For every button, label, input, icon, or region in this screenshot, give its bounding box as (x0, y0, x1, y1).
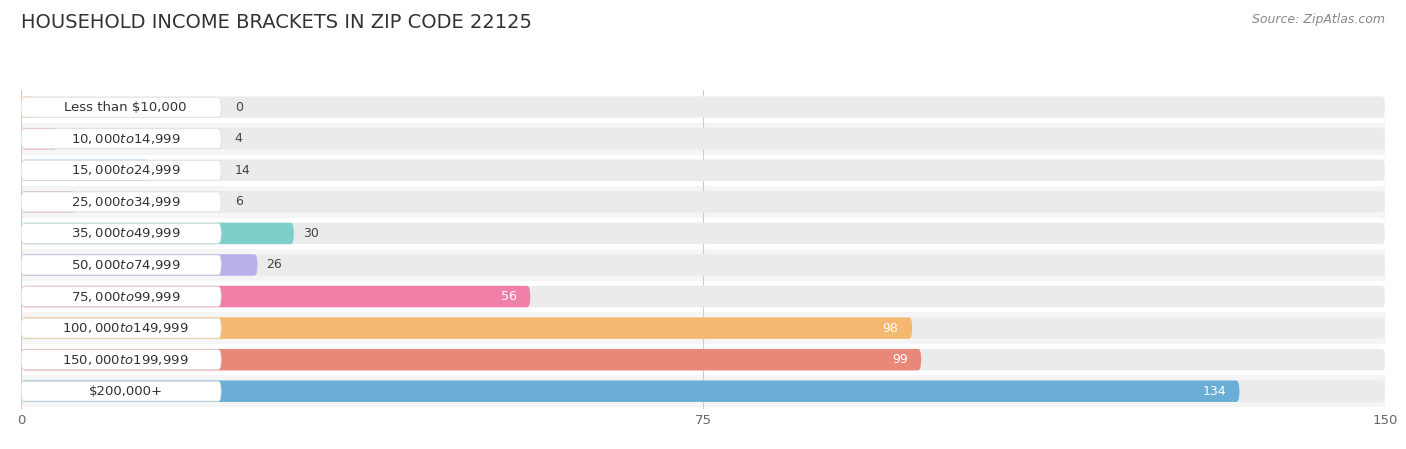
Text: 0: 0 (235, 101, 243, 114)
Text: $25,000 to $34,999: $25,000 to $34,999 (70, 195, 180, 209)
FancyBboxPatch shape (21, 286, 1385, 307)
FancyBboxPatch shape (21, 191, 76, 212)
FancyBboxPatch shape (21, 254, 257, 276)
FancyBboxPatch shape (21, 97, 221, 117)
FancyBboxPatch shape (21, 154, 1385, 186)
FancyBboxPatch shape (21, 375, 1385, 407)
FancyBboxPatch shape (21, 254, 1385, 276)
FancyBboxPatch shape (21, 349, 921, 370)
Text: $50,000 to $74,999: $50,000 to $74,999 (70, 258, 180, 272)
FancyBboxPatch shape (21, 381, 221, 401)
Text: $150,000 to $199,999: $150,000 to $199,999 (62, 352, 188, 367)
Text: 4: 4 (235, 132, 243, 145)
Text: 98: 98 (883, 321, 898, 335)
FancyBboxPatch shape (21, 159, 149, 181)
FancyBboxPatch shape (21, 97, 35, 118)
Text: $100,000 to $149,999: $100,000 to $149,999 (62, 321, 188, 335)
FancyBboxPatch shape (21, 281, 1385, 313)
FancyBboxPatch shape (21, 255, 221, 275)
Text: $75,000 to $99,999: $75,000 to $99,999 (70, 290, 180, 304)
FancyBboxPatch shape (21, 318, 221, 338)
FancyBboxPatch shape (21, 129, 221, 149)
Text: 14: 14 (235, 164, 250, 177)
FancyBboxPatch shape (21, 192, 221, 212)
Text: $35,000 to $49,999: $35,000 to $49,999 (70, 226, 180, 240)
Text: 6: 6 (235, 195, 243, 208)
Text: 30: 30 (302, 227, 319, 240)
FancyBboxPatch shape (21, 313, 1385, 344)
FancyBboxPatch shape (21, 92, 1385, 123)
FancyBboxPatch shape (21, 224, 221, 243)
FancyBboxPatch shape (21, 286, 530, 307)
FancyBboxPatch shape (21, 317, 912, 339)
FancyBboxPatch shape (21, 186, 1385, 218)
FancyBboxPatch shape (21, 223, 294, 244)
FancyBboxPatch shape (21, 380, 1240, 402)
FancyBboxPatch shape (21, 249, 1385, 281)
FancyBboxPatch shape (21, 159, 1385, 181)
Text: 26: 26 (267, 259, 283, 272)
Text: Less than $10,000: Less than $10,000 (65, 101, 187, 114)
FancyBboxPatch shape (21, 97, 1385, 118)
FancyBboxPatch shape (21, 317, 1385, 339)
Text: Source: ZipAtlas.com: Source: ZipAtlas.com (1251, 13, 1385, 26)
FancyBboxPatch shape (21, 128, 1385, 150)
FancyBboxPatch shape (21, 160, 221, 180)
FancyBboxPatch shape (21, 349, 1385, 370)
Text: $15,000 to $24,999: $15,000 to $24,999 (70, 163, 180, 177)
Text: HOUSEHOLD INCOME BRACKETS IN ZIP CODE 22125: HOUSEHOLD INCOME BRACKETS IN ZIP CODE 22… (21, 13, 531, 32)
FancyBboxPatch shape (21, 344, 1385, 375)
FancyBboxPatch shape (21, 380, 1385, 402)
Text: 99: 99 (891, 353, 908, 366)
Text: 134: 134 (1202, 385, 1226, 398)
FancyBboxPatch shape (21, 128, 58, 150)
Text: $200,000+: $200,000+ (89, 385, 163, 398)
FancyBboxPatch shape (21, 223, 1385, 244)
FancyBboxPatch shape (21, 123, 1385, 154)
FancyBboxPatch shape (21, 286, 221, 307)
Text: 56: 56 (501, 290, 516, 303)
FancyBboxPatch shape (21, 350, 221, 370)
Text: $10,000 to $14,999: $10,000 to $14,999 (70, 132, 180, 146)
FancyBboxPatch shape (21, 218, 1385, 249)
FancyBboxPatch shape (21, 191, 1385, 212)
